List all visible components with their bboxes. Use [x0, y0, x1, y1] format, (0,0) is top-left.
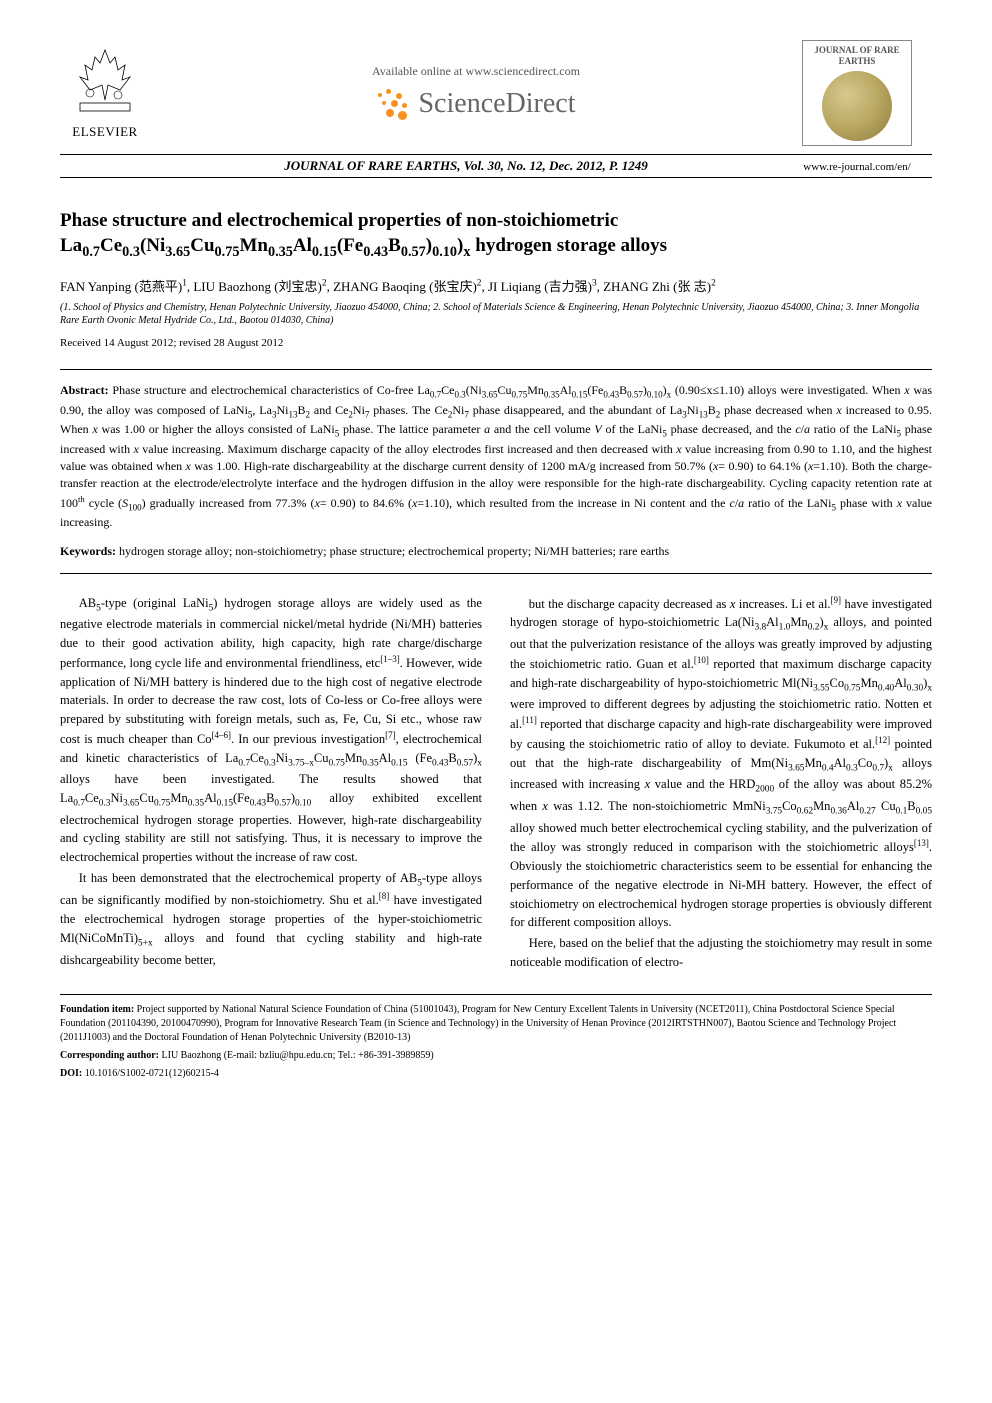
- body-col-left: AB5-type (original LaNi5) hydrogen stora…: [60, 594, 482, 974]
- foundation-item: Foundation item: Project supported by Na…: [60, 1003, 932, 1045]
- footer: Foundation item: Project supported by Na…: [60, 994, 932, 1081]
- received-dates: Received 14 August 2012; revised 28 Augu…: [60, 337, 932, 349]
- journal-cover-title: JOURNAL OF RARE EARTHS: [807, 45, 907, 67]
- header-center: Available online at www.sciencedirect.co…: [150, 64, 802, 121]
- elsevier-text: ELSEVIER: [60, 124, 150, 140]
- body-p1: AB5-type (original LaNi5) hydrogen stora…: [60, 594, 482, 867]
- title-formula: La0.7Ce0.3(Ni3.65Cu0.75Mn0.35Al0.15(Fe0.…: [60, 235, 667, 256]
- journal-url: www.re-journal.com/en/: [782, 161, 932, 173]
- elsevier-tree-icon: [70, 45, 140, 115]
- body-col-right: but the discharge capacity decreased as …: [510, 594, 932, 974]
- doi-body: 10.1016/S1002-0721(12)60215-4: [82, 1068, 219, 1079]
- title-line1: Phase structure and electrochemical prop…: [60, 210, 618, 231]
- abstract-body: Phase structure and electrochemical char…: [60, 383, 932, 529]
- journal-citation: JOURNAL OF RARE EARTHS, Vol. 30, No. 12,…: [150, 158, 782, 174]
- journal-cover: JOURNAL OF RARE EARTHS: [802, 40, 912, 146]
- corresponding-body: LIU Baozhong (E-mail: bzliu@hpu.edu.cn; …: [159, 1050, 434, 1061]
- sciencedirect-text: ScienceDirect: [418, 88, 575, 120]
- divider-bottom: [60, 573, 932, 574]
- available-online-text: Available online at www.sciencedirect.co…: [170, 64, 782, 79]
- divider-top: [60, 369, 932, 370]
- page-header: ELSEVIER Available online at www.science…: [60, 40, 932, 146]
- keywords: Keywords: hydrogen storage alloy; non-st…: [60, 544, 932, 559]
- abstract-label: Abstract:: [60, 383, 109, 397]
- citation-bar: JOURNAL OF RARE EARTHS, Vol. 30, No. 12,…: [60, 154, 932, 178]
- sciencedirect-logo: ScienceDirect: [170, 87, 782, 121]
- sciencedirect-icon: [376, 87, 410, 121]
- body-columns: AB5-type (original LaNi5) hydrogen stora…: [60, 594, 932, 974]
- doi-label: DOI:: [60, 1068, 82, 1079]
- affiliations: (1. School of Physics and Chemistry, Hen…: [60, 301, 932, 327]
- doi: DOI: 10.1016/S1002-0721(12)60215-4: [60, 1067, 932, 1081]
- body-p2: It has been demonstrated that the electr…: [60, 869, 482, 970]
- abstract: Abstract: Phase structure and electroche…: [60, 382, 932, 531]
- journal-cover-block: JOURNAL OF RARE EARTHS: [802, 40, 932, 146]
- globe-icon: [822, 71, 892, 141]
- authors-list: FAN Yanping (范燕平)1, LIU Baozhong (刘宝忠)2,…: [60, 276, 932, 295]
- keywords-label: Keywords:: [60, 544, 116, 558]
- corresponding-label: Corresponding author:: [60, 1050, 159, 1061]
- foundation-label: Foundation item:: [60, 1004, 134, 1015]
- corresponding-author: Corresponding author: LIU Baozhong (E-ma…: [60, 1049, 932, 1063]
- keywords-body: hydrogen storage alloy; non-stoichiometr…: [116, 544, 669, 558]
- foundation-body: Project supported by National Natural Sc…: [60, 1004, 896, 1043]
- elsevier-logo: ELSEVIER: [60, 45, 150, 140]
- article-title: Phase structure and electrochemical prop…: [60, 208, 932, 263]
- body-p3: but the discharge capacity decreased as …: [510, 594, 932, 933]
- body-p4: Here, based on the belief that the adjus…: [510, 934, 932, 972]
